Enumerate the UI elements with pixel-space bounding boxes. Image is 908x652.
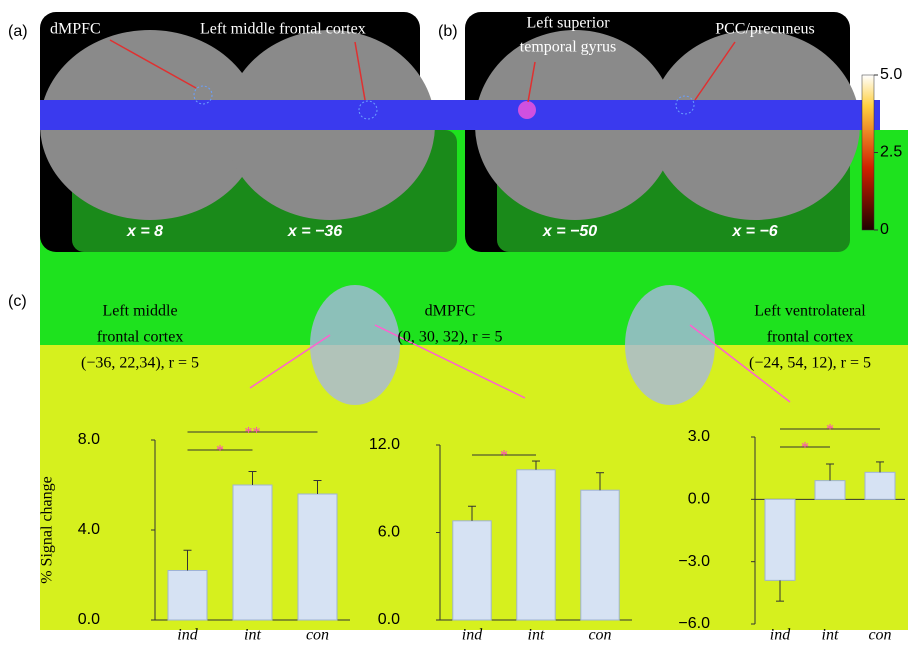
region-label: Left middle frontal cortex	[200, 21, 366, 38]
slice-label: x = 8	[126, 223, 163, 240]
y-tick-label: 0.0	[378, 611, 400, 628]
y-axis-label: % Signal change	[39, 476, 56, 584]
colorbar-tick-label: 5.0	[880, 66, 902, 83]
bar	[815, 481, 845, 500]
y-tick-label: 0.0	[78, 611, 100, 628]
bar	[581, 490, 619, 620]
x-tick-label: ind	[770, 627, 791, 644]
chart-title: (−36, 22,34), r = 5	[81, 355, 199, 372]
bar	[865, 472, 895, 499]
panel-label: (a)	[8, 23, 28, 40]
slice-label: x = −50	[542, 223, 597, 240]
significance-label: *	[801, 440, 809, 457]
bar	[298, 494, 337, 620]
x-tick-label: ind	[177, 627, 198, 644]
bar	[765, 499, 795, 580]
bar	[453, 521, 491, 620]
x-tick-label: int	[528, 627, 545, 644]
x-tick-label: con	[868, 627, 891, 644]
brain-axial	[625, 285, 715, 405]
chart-title: dMPFC	[425, 303, 476, 320]
x-tick-label: ind	[462, 627, 483, 644]
chart-title: Left ventrolateral	[754, 303, 866, 320]
region-label: PCC/precuneus	[715, 21, 815, 38]
significance-label: *	[216, 443, 224, 460]
chart-title: (0, 30, 32), r = 5	[397, 329, 502, 346]
x-tick-label: con	[588, 627, 611, 644]
chart-title: frontal cortex	[767, 329, 854, 346]
significance-label: *	[826, 422, 834, 439]
overlay-band	[440, 100, 880, 130]
region-label: Left superior	[526, 15, 610, 32]
panel-label: (c)	[8, 293, 27, 310]
overlay-band	[40, 100, 440, 130]
x-tick-label: int	[822, 627, 839, 644]
y-tick-label: 0.0	[688, 491, 710, 508]
y-tick-label: 3.0	[688, 428, 710, 445]
figure: (a) dMPFC Left middle frontal cortex x =…	[0, 0, 908, 647]
brain-axial	[310, 285, 400, 405]
x-tick-label: int	[244, 627, 261, 644]
significance-label: **	[245, 425, 261, 442]
bar	[233, 485, 272, 620]
slice-label: x = −6	[731, 223, 777, 240]
chart-title: Left middle	[102, 303, 177, 320]
x-tick-label: con	[306, 627, 329, 644]
significance-label: *	[500, 448, 508, 465]
colorbar	[862, 75, 874, 230]
y-tick-label: 6.0	[378, 524, 400, 541]
region-label: dMPFC	[50, 21, 101, 38]
y-tick-label: 4.0	[78, 521, 100, 538]
y-tick-label: −3.0	[678, 553, 710, 570]
chart-title: frontal cortex	[97, 329, 184, 346]
roi-circle	[518, 101, 536, 119]
chart-title: (−24, 54, 12), r = 5	[749, 355, 871, 372]
bar	[517, 470, 555, 620]
y-tick-label: 12.0	[369, 436, 400, 453]
y-tick-label: −6.0	[678, 615, 710, 632]
region-label: temporal gyrus	[520, 39, 616, 56]
panel-label: (b)	[438, 23, 458, 40]
bar	[168, 571, 207, 621]
y-tick-label: 8.0	[78, 431, 100, 448]
colorbar-tick-label: 2.5	[880, 144, 902, 161]
colorbar-tick-label: 0	[880, 221, 889, 238]
slice-label: x = −36	[287, 223, 342, 240]
